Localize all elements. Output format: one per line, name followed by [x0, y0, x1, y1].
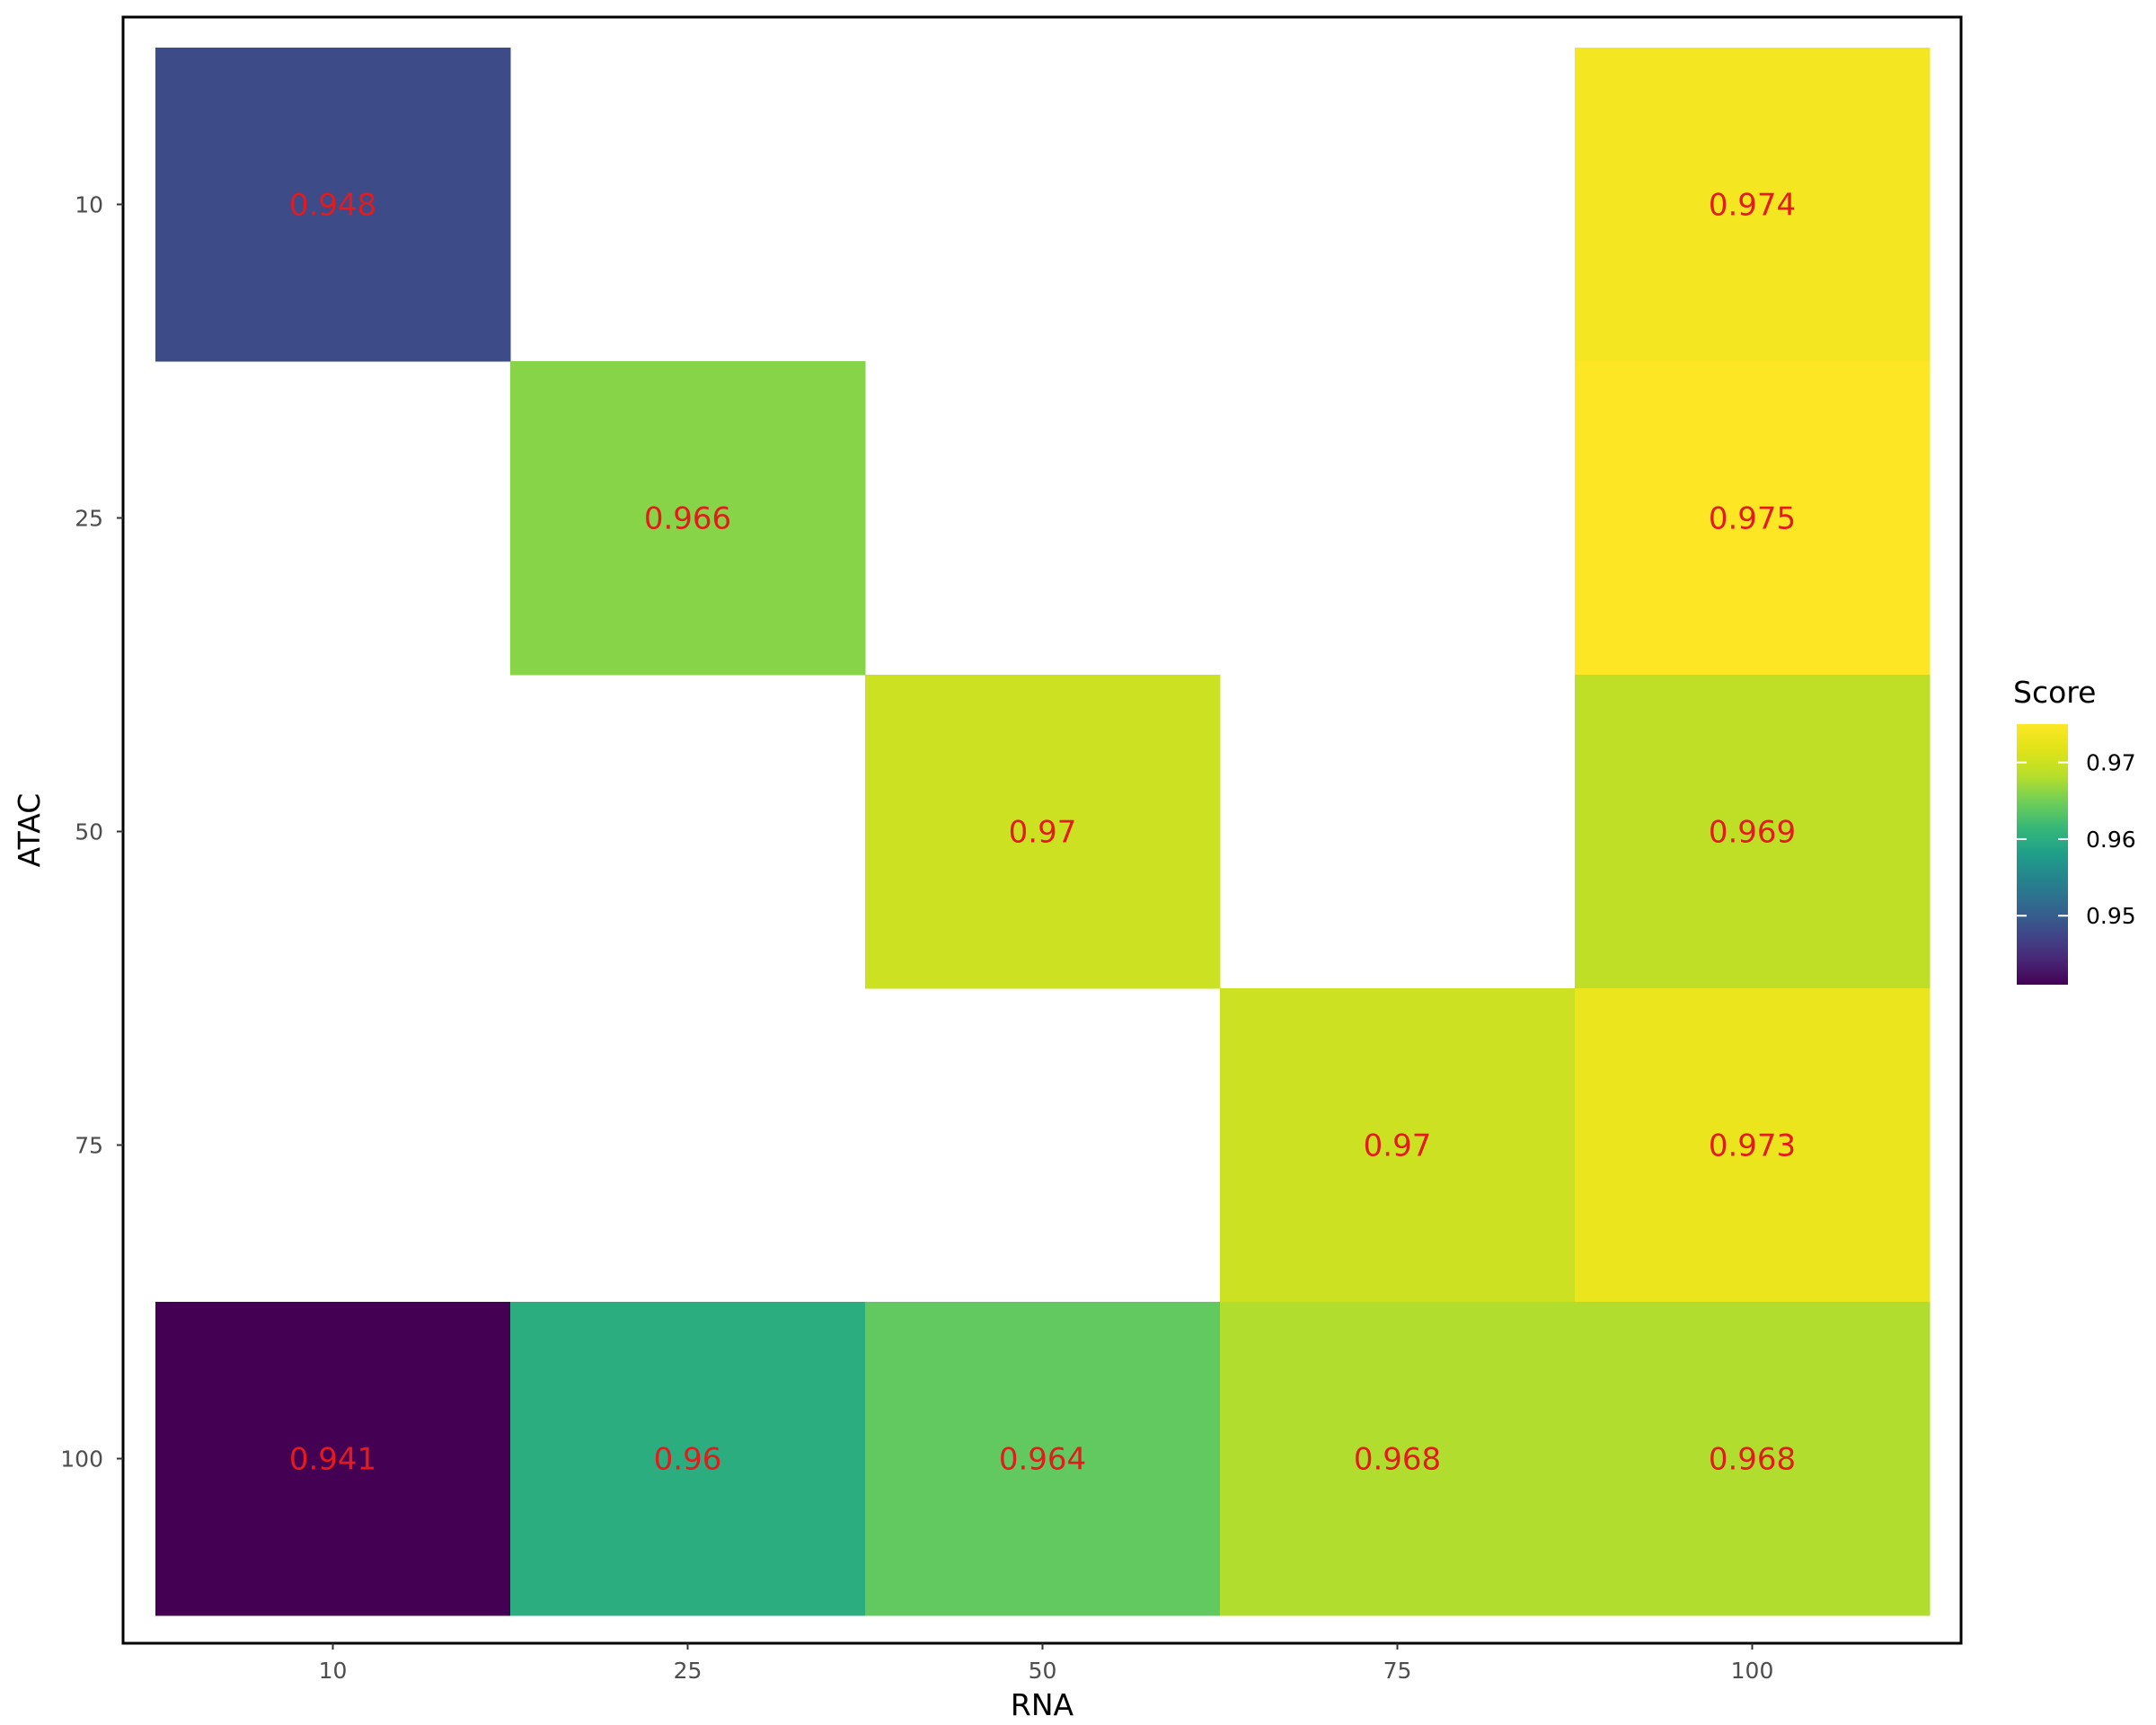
x-tick-label: 25	[674, 1658, 702, 1684]
y-tick-label: 75	[75, 1133, 103, 1159]
cell-value-label: 0.948	[289, 188, 376, 224]
legend-ticks: 0.95 0.96 0.97	[2017, 750, 2136, 929]
legend-title: Score	[2013, 675, 2096, 710]
cell-value-label: 0.968	[1709, 1442, 1796, 1478]
heatmap-cell	[1575, 48, 1931, 362]
heatmap-cell-labels: 0.948 0.974 0.966 0.975 0.97 0.969 0.97 0.973 0.…	[289, 188, 1796, 1478]
cell-value-label: 0.973	[1709, 1128, 1796, 1164]
heatmap-cell	[865, 1302, 1221, 1616]
cell-value-label: 0.96	[654, 1442, 722, 1478]
color-legend: Score 0.95 0.96 0.97	[2013, 675, 2136, 985]
heatmap-cell	[155, 48, 511, 362]
x-axis-title: RNA	[1011, 1687, 1074, 1722]
cell-value-label: 0.964	[999, 1442, 1086, 1478]
cell-value-label: 0.969	[1709, 815, 1796, 851]
legend-colorbar	[2017, 724, 2068, 985]
cell-value-label: 0.941	[289, 1442, 376, 1478]
cell-value-label: 0.97	[1364, 1128, 1432, 1164]
cell-value-label: 0.97	[1009, 815, 1077, 851]
x-tick-label: 100	[1731, 1658, 1774, 1684]
heatmap-cell	[510, 1302, 866, 1616]
y-axis-title: ATAC	[12, 793, 47, 868]
legend-tick-label: 0.97	[2086, 750, 2136, 776]
y-tick-label: 25	[75, 506, 103, 532]
y-axis-ticks: 10 25 50 75 100	[60, 192, 123, 1473]
y-tick-label: 10	[75, 192, 103, 218]
heatmap-cell	[1220, 1302, 1576, 1616]
heatmap-cells	[155, 48, 1931, 1616]
x-tick-label: 75	[1383, 1658, 1412, 1684]
heatmap-cell	[865, 675, 1221, 989]
heatmap-cell	[1220, 988, 1576, 1303]
x-tick-label: 50	[1029, 1658, 1057, 1684]
cell-value-label: 0.966	[644, 501, 731, 537]
x-tick-label: 10	[319, 1658, 348, 1684]
legend-tick-label: 0.96	[2086, 827, 2136, 853]
legend-tick-label: 0.95	[2086, 903, 2136, 929]
heatmap-cell	[1575, 361, 1931, 676]
cell-value-label: 0.974	[1709, 188, 1796, 224]
heatmap-cell	[1575, 1302, 1931, 1616]
heatmap-cell	[510, 361, 866, 676]
x-axis-ticks: 10 25 50 75 100	[319, 1643, 1774, 1684]
y-tick-label: 100	[60, 1446, 103, 1473]
cell-value-label: 0.968	[1354, 1442, 1441, 1478]
cell-value-label: 0.975	[1709, 501, 1796, 537]
heatmap-cell	[1575, 675, 1931, 989]
heatmap-cell	[155, 1302, 511, 1616]
y-tick-label: 50	[75, 819, 103, 845]
heatmap-cell	[1575, 988, 1931, 1303]
